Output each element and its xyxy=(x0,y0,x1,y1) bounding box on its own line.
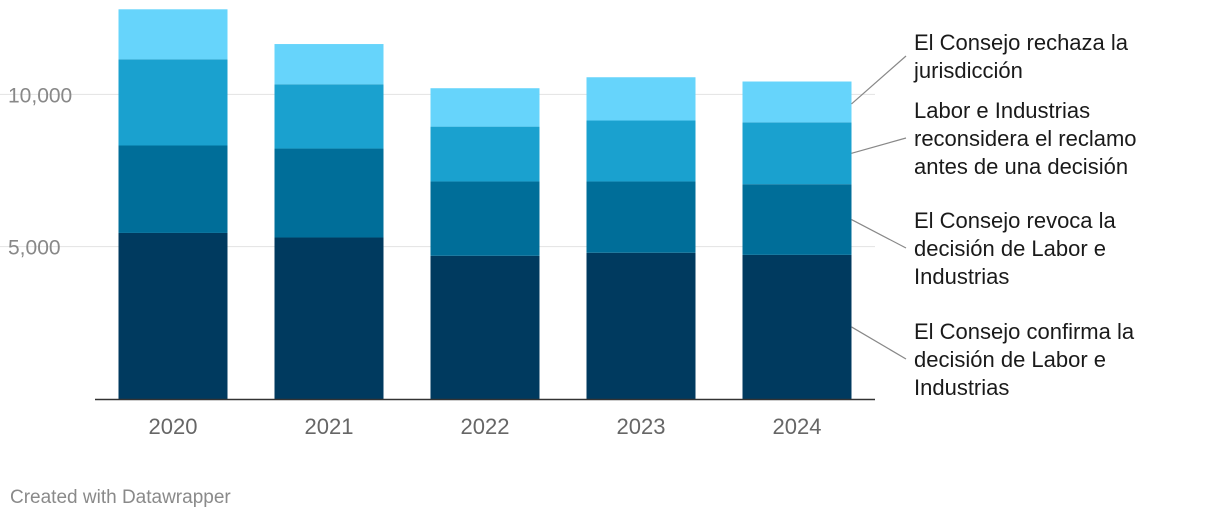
x-tick-label: 2022 xyxy=(461,414,510,439)
bar-segment xyxy=(586,181,696,253)
bar-segment xyxy=(430,88,540,127)
bar-segment xyxy=(586,77,696,121)
bar-segment xyxy=(274,44,384,85)
bar-segment xyxy=(586,120,696,182)
bar-segment xyxy=(742,254,852,399)
bar-segment xyxy=(274,84,384,149)
bars xyxy=(118,9,852,399)
x-tick-label: 2021 xyxy=(305,414,354,439)
bar-segment xyxy=(118,59,228,146)
bar-segment xyxy=(430,255,540,399)
legend-connector xyxy=(851,137,907,154)
bar-segment xyxy=(274,148,384,238)
y-axis-ticks: 5,000 10,000 xyxy=(8,84,72,259)
bar-segment xyxy=(118,232,228,399)
bar-segment xyxy=(742,184,852,255)
bar-segment xyxy=(586,252,696,399)
legend-connector xyxy=(851,219,907,249)
bar-segment xyxy=(430,181,540,256)
bar-segment xyxy=(118,145,228,233)
bar-segment xyxy=(274,237,384,399)
bar-segment xyxy=(430,126,540,182)
footer-credit: Created with Datawrapper xyxy=(10,487,231,508)
legend-label: El Consejo rechaza la jurisdicción xyxy=(913,30,1129,83)
bar-segment xyxy=(742,81,852,123)
y-tick-label: 5,000 xyxy=(8,237,61,260)
bar-segment xyxy=(742,122,852,185)
legend: El Consejo confirma la decisión de Labor … xyxy=(851,30,1137,400)
legend-label: El Consejo confirma la decisión de Labor … xyxy=(914,319,1135,400)
x-tick-label: 2023 xyxy=(617,414,666,439)
legend-connector xyxy=(851,326,907,360)
x-axis-ticks: 2020 2021 2022 2023 2024 xyxy=(149,414,822,439)
y-tick-label: 10,000 xyxy=(8,84,72,107)
x-tick-label: 2024 xyxy=(773,414,822,439)
x-tick-label: 2020 xyxy=(149,414,198,439)
legend-label: Labor e Industrias reconsidera el reclamo… xyxy=(914,98,1137,179)
stacked-bar-chart: 5,000 10,000 2020 2021 2022 2023 2024 El Cons… xyxy=(0,9,1137,439)
bar-segment xyxy=(118,9,228,60)
legend-connector xyxy=(851,55,907,105)
